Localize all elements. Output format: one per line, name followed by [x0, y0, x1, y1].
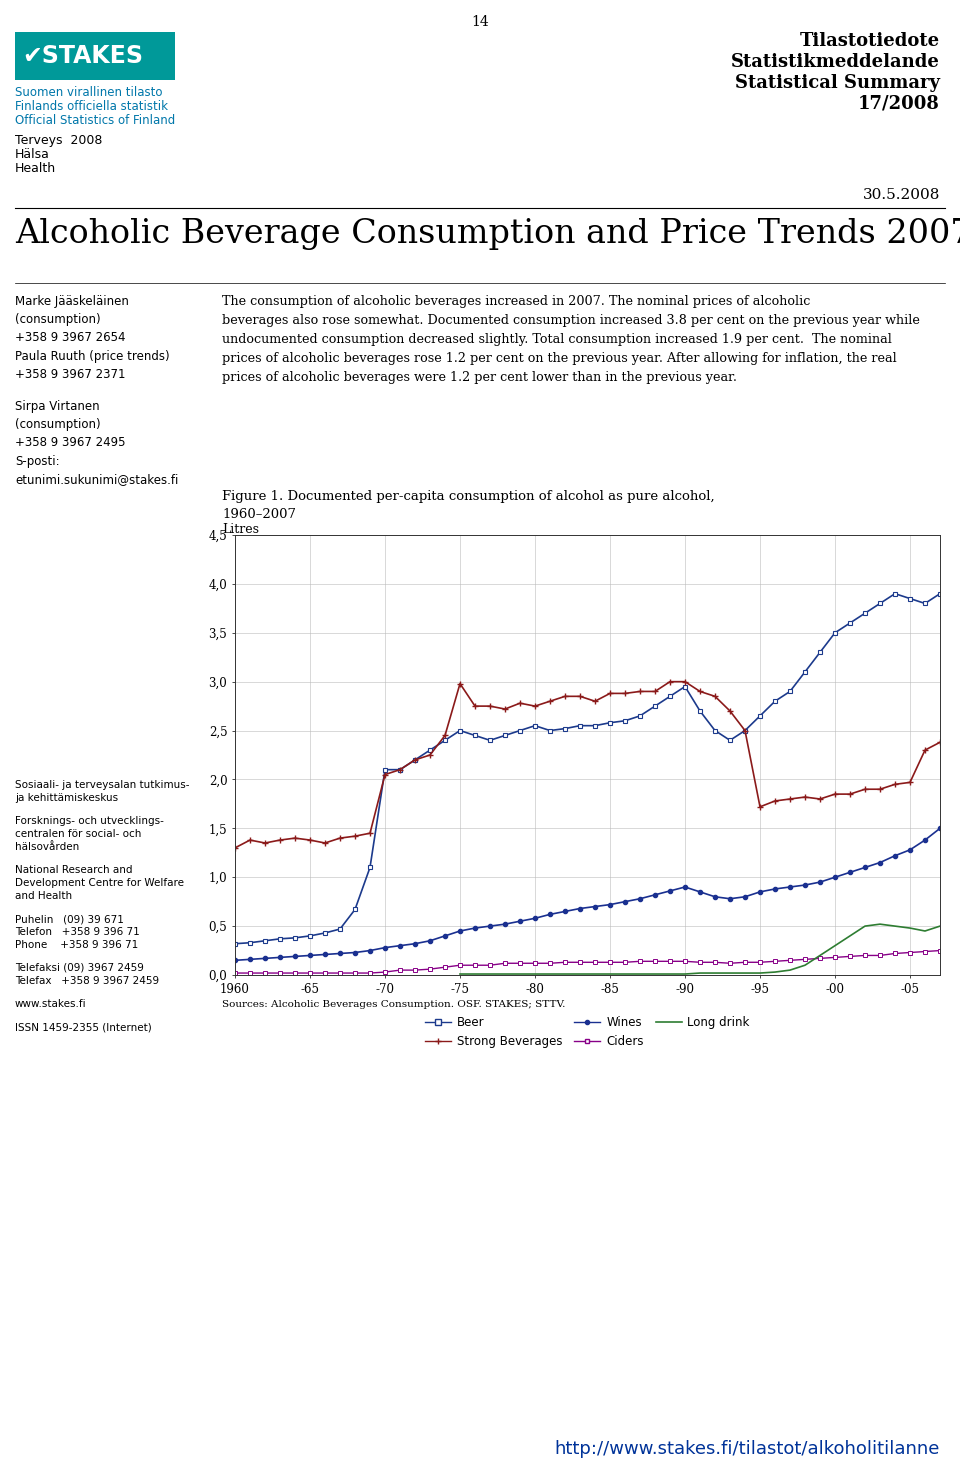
- Text: Hälsa: Hälsa: [15, 148, 50, 161]
- Text: 1960–2007: 1960–2007: [222, 508, 296, 521]
- Text: www.stakes.fi: www.stakes.fi: [15, 999, 86, 1010]
- Text: Sirpa Virtanen
(consumption)
+358 9 3967 2495: Sirpa Virtanen (consumption) +358 9 3967…: [15, 400, 126, 449]
- Legend: Beer, Strong Beverages, Wines, Ciders, Long drink: Beer, Strong Beverages, Wines, Ciders, L…: [425, 1015, 750, 1048]
- Text: centralen för social- och: centralen för social- och: [15, 830, 141, 838]
- Text: Suomen virallinen tilasto: Suomen virallinen tilasto: [15, 86, 162, 99]
- Text: 30.5.2008: 30.5.2008: [863, 187, 940, 202]
- Text: National Research and: National Research and: [15, 865, 132, 875]
- Text: beverages also rose somewhat. Documented consumption increased 3.8 per cent on t: beverages also rose somewhat. Documented…: [222, 314, 920, 328]
- Text: Sources: Alcoholic Beverages Consumption. OSF. STAKES; STTV.: Sources: Alcoholic Beverages Consumption…: [222, 1001, 565, 1010]
- Text: Finlands officiella statistik: Finlands officiella statistik: [15, 100, 168, 114]
- Text: Marke Jääskeläinen
(consumption)
+358 9 3967 2654: Marke Jääskeläinen (consumption) +358 9 …: [15, 295, 129, 344]
- Text: and Health: and Health: [15, 892, 72, 900]
- Text: Litres: Litres: [222, 523, 259, 536]
- Text: Alcoholic Beverage Consumption and Price Trends 2007: Alcoholic Beverage Consumption and Price…: [15, 218, 960, 249]
- Text: Telefon   +358 9 396 71: Telefon +358 9 396 71: [15, 927, 140, 937]
- Text: prices of alcoholic beverages rose 1.2 per cent on the previous year. After allo: prices of alcoholic beverages rose 1.2 p…: [222, 351, 897, 365]
- Text: undocumented consumption decreased slightly. Total consumption increased 1.9 per: undocumented consumption decreased sligh…: [222, 334, 892, 345]
- Text: Terveys  2008: Terveys 2008: [15, 134, 103, 148]
- Text: Statistical Summary: Statistical Summary: [735, 74, 940, 92]
- Text: Paula Ruuth (price trends)
+358 9 3967 2371: Paula Ruuth (price trends) +358 9 3967 2…: [15, 350, 170, 381]
- Text: Official Statistics of Finland: Official Statistics of Finland: [15, 114, 176, 127]
- Text: Phone    +358 9 396 71: Phone +358 9 396 71: [15, 940, 138, 951]
- Text: Development Centre for Welfare: Development Centre for Welfare: [15, 878, 184, 889]
- Text: S-posti:
etunimi.sukunimi@stakes.fi: S-posti: etunimi.sukunimi@stakes.fi: [15, 455, 179, 486]
- Text: ✔STAKES: ✔STAKES: [22, 44, 143, 68]
- Text: Telefaksi (09) 3967 2459: Telefaksi (09) 3967 2459: [15, 962, 144, 973]
- Text: Puhelin   (09) 39 671: Puhelin (09) 39 671: [15, 914, 124, 924]
- Bar: [15, 32, 175, 80]
- Text: Health: Health: [15, 162, 56, 176]
- Text: Tilastotiedote: Tilastotiedote: [800, 32, 940, 50]
- Text: 14: 14: [471, 15, 489, 30]
- Text: hälsovården: hälsovården: [15, 841, 80, 852]
- Text: 17/2008: 17/2008: [858, 94, 940, 114]
- Text: Forsknings- och utvecklings-: Forsknings- och utvecklings-: [15, 816, 164, 827]
- Text: ja kehittämiskeskus: ja kehittämiskeskus: [15, 793, 118, 803]
- Text: Telefax   +358 9 3967 2459: Telefax +358 9 3967 2459: [15, 976, 159, 986]
- Text: http://www.stakes.fi/tilastot/alkoholitilanne: http://www.stakes.fi/tilastot/alkoholiti…: [555, 1441, 940, 1458]
- Text: prices of alcoholic beverages were 1.2 per cent lower than in the previous year.: prices of alcoholic beverages were 1.2 p…: [222, 370, 737, 384]
- Text: Statistikmeddelande: Statistikmeddelande: [732, 53, 940, 71]
- Text: The consumption of alcoholic beverages increased in 2007. The nominal prices of : The consumption of alcoholic beverages i…: [222, 295, 810, 308]
- Text: Figure 1. Documented per-capita consumption of alcohol as pure alcohol,: Figure 1. Documented per-capita consumpt…: [222, 490, 714, 503]
- Text: Sosiaali- ja terveysalan tutkimus-: Sosiaali- ja terveysalan tutkimus-: [15, 779, 189, 790]
- Text: ISSN 1459-2355 (Internet): ISSN 1459-2355 (Internet): [15, 1021, 152, 1032]
